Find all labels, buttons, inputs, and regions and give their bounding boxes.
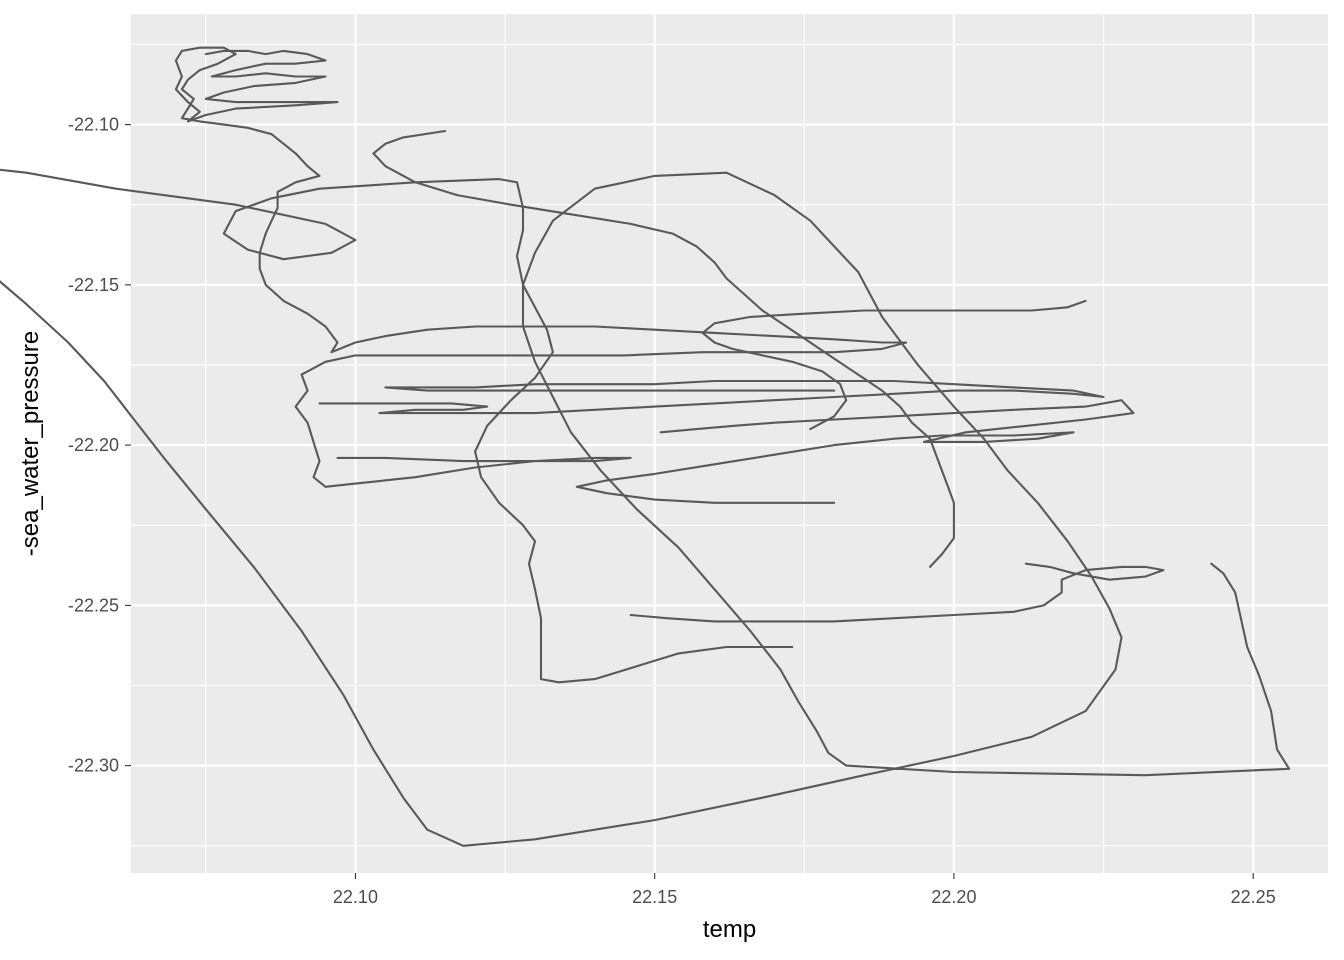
y-tick-label: -22.20 [68,435,119,455]
x-axis: 22.10 22.15 22.20 22.25 [333,873,1276,907]
y-tick-label: -22.25 [68,595,119,615]
series-line-3 [575,399,1135,504]
series-line-7 [629,562,1165,623]
series-line-4 [318,379,1105,415]
x-tick-label: 22.10 [333,887,378,907]
y-tick-label: -22.15 [68,275,119,295]
x-tick-label: 22.25 [1231,887,1276,907]
x-tick-label: 22.20 [931,887,976,907]
plot-panel [131,14,1328,873]
y-tick-label: -22.10 [68,115,119,135]
y-axis: -22.10 -22.15 -22.20 -22.25 -22.30 [68,115,131,776]
series-line-1 [0,168,1291,847]
series-line-6 [372,129,955,568]
series-line-2 [174,46,908,488]
series-layer [0,46,1291,847]
x-axis-title: temp [703,916,756,943]
series-line-5 [701,299,1087,431]
y-tick-label: -22.30 [68,756,119,776]
y-axis-title: -sea_water_pressure [17,331,44,556]
x-tick-label: 22.15 [632,887,677,907]
